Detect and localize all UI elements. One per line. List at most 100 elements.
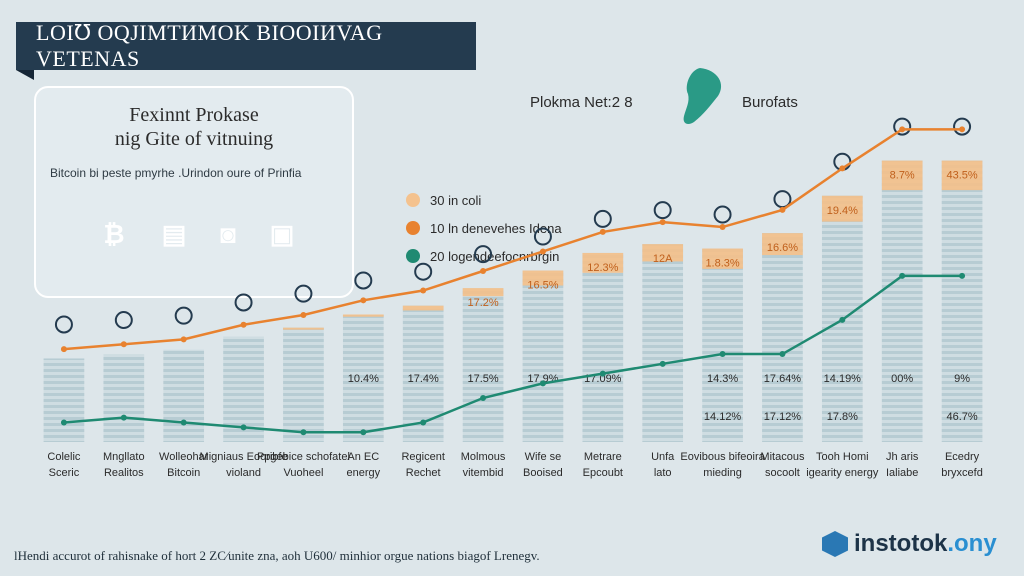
data-label: 00% [891, 373, 913, 385]
series-line-orange-point [779, 206, 786, 213]
x-tick-label: Mngllato [103, 451, 145, 463]
pictogram-icon [354, 271, 373, 290]
brand-name-part1: instotok [854, 530, 948, 557]
series-line-green-point [539, 380, 546, 387]
brand-name-part2: .ony [947, 530, 997, 557]
series-line-orange-point [899, 126, 906, 133]
bar-top-segment [582, 252, 624, 273]
data-label: 17.5% [467, 373, 498, 385]
pictogram-icon [414, 262, 433, 281]
series-line-green-point [180, 419, 187, 426]
x-tick-label: Ppgebice schofatel [257, 451, 350, 463]
x-tick-label: Sceric [49, 467, 80, 479]
pictogram-icon [953, 117, 972, 136]
data-label: 46.7% [946, 411, 977, 423]
bar-top-segment [402, 305, 444, 311]
series-line-green-point [839, 316, 846, 323]
x-tick-label: Wolleohar [159, 451, 209, 463]
data-label: 17.2% [467, 297, 498, 309]
series-line-orange-point [420, 287, 427, 294]
bar [402, 305, 444, 442]
x-tick-label: bryxcefd [941, 467, 983, 479]
series-line-green-point [420, 419, 427, 426]
bar-top-segment [881, 160, 923, 191]
pictogram-icon [713, 205, 732, 224]
series-line-orange-point [240, 321, 247, 328]
map-shape-icon [683, 68, 722, 124]
legend-swatch [406, 221, 420, 235]
burofats-label: Burofats [742, 94, 798, 111]
series-line-green-point [719, 351, 726, 358]
series-line-orange-point [659, 219, 666, 226]
series-line-orange-point [959, 126, 966, 133]
bar-top-segment [342, 314, 384, 317]
x-tick-label: Migniaus Eooribfe [200, 451, 288, 463]
x-tick-label: Booised [523, 467, 563, 479]
pictogram-icon [174, 306, 193, 325]
x-tick-label: vitembid [463, 467, 504, 479]
bar [43, 358, 85, 442]
series-line-green-point [959, 272, 966, 279]
x-tick-label: Eovibous bifeoira [680, 451, 765, 463]
data-label: 10.4% [348, 373, 379, 385]
x-tick-label: socoolt [765, 467, 800, 479]
x-tick-label: Epcoubt [583, 467, 623, 479]
bar [163, 349, 205, 442]
series-line-orange-point [60, 346, 67, 353]
footnote: lHendi accurot of rahisnake of hort 2 ZC… [14, 548, 540, 563]
page-title: LOI℧ OQJIMTИMOK BIOOIИVAG VETENAS [16, 20, 476, 80]
bar [762, 233, 803, 442]
x-tick-label: energy [346, 467, 380, 479]
data-label: 43.5% [946, 170, 977, 182]
series-line-orange-point [719, 224, 726, 231]
document-icon: ▤ [161, 218, 187, 249]
series-line-orange-point [180, 336, 187, 343]
bar [941, 160, 983, 442]
pictogram-icon [54, 315, 73, 334]
data-label: 19.4% [827, 205, 858, 217]
x-tick-label: Jh aris [886, 451, 919, 463]
screen-icon: ▣ [269, 218, 295, 249]
data-label: 8.7% [890, 170, 915, 182]
network-label: Plokma Net:2 8 [530, 94, 633, 111]
bar-top-segment [762, 233, 803, 256]
card-title-line1: Fexinnt Prokase [129, 104, 259, 126]
x-tick-label: Molmous [461, 451, 506, 463]
x-tick-label: Unfa [651, 451, 675, 463]
chip-icon: ◙ [220, 218, 236, 249]
bar-top-segment [702, 248, 743, 269]
bar [342, 314, 384, 442]
bar [522, 270, 564, 442]
data-label: 12A [653, 253, 673, 265]
legend-item: 30 in coli [406, 186, 562, 214]
bar-top-segment [642, 244, 684, 262]
x-tick-label: Mitacous [760, 451, 805, 463]
x-tick-label: Rechet [406, 467, 441, 479]
bitcoin-icon: ₿ [103, 218, 125, 249]
pictogram-icon [114, 311, 133, 330]
x-tick-label: Metrare [584, 451, 622, 463]
series-line-green-point [120, 414, 127, 421]
bar [462, 288, 504, 442]
card-subtitle: Bitcoin bi peste pmyrhe .Urindon oure of… [50, 166, 302, 180]
brand-logo: instotok .ony [822, 530, 997, 558]
bar [642, 244, 684, 442]
bar-top-segment [522, 270, 564, 286]
bar [881, 160, 923, 442]
series-line-green-point [659, 360, 666, 367]
data-label: 14.3% [707, 373, 738, 385]
legend-item: 20 logendeefocnrbrgin [406, 242, 562, 270]
data-label: 17.4% [408, 373, 439, 385]
data-label: 17.64% [764, 373, 802, 385]
data-label: 12.3% [587, 262, 618, 274]
x-tick-label: violand [226, 467, 261, 479]
legend: 30 in coli 10 ln denevehes Idena 20 loge… [406, 186, 562, 270]
legend-label: 30 in coli [430, 192, 482, 208]
legend-label: 10 ln denevehes Idena [430, 220, 562, 236]
pictogram-icon [533, 227, 552, 246]
legend-swatch [406, 249, 420, 263]
pictogram-icon [294, 284, 313, 303]
pictogram-icon [234, 293, 253, 312]
x-tick-label: Realitos [104, 467, 144, 479]
